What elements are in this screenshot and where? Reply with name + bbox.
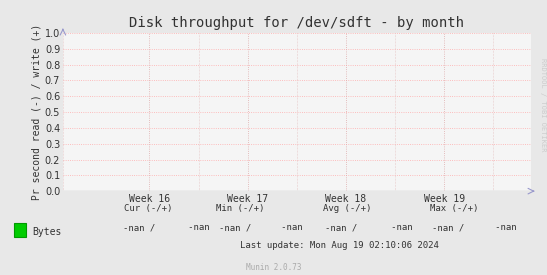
Text: Min (-/+): Min (-/+) bbox=[217, 204, 265, 213]
Text: -nan /: -nan / bbox=[432, 223, 464, 232]
Text: Cur (-/+): Cur (-/+) bbox=[124, 204, 172, 213]
Text: Munin 2.0.73: Munin 2.0.73 bbox=[246, 263, 301, 272]
Title: Disk throughput for /dev/sdft - by month: Disk throughput for /dev/sdft - by month bbox=[129, 16, 464, 31]
Text: -nan /: -nan / bbox=[219, 223, 251, 232]
Text: -nan /: -nan / bbox=[123, 223, 155, 232]
Text: -nan /: -nan / bbox=[325, 223, 358, 232]
Y-axis label: Pr second read (-) / write (+): Pr second read (-) / write (+) bbox=[32, 24, 42, 200]
Text: -nan: -nan bbox=[375, 223, 412, 232]
Text: -nan: -nan bbox=[265, 223, 303, 232]
Text: Avg (-/+): Avg (-/+) bbox=[323, 204, 371, 213]
Text: Max (-/+): Max (-/+) bbox=[430, 204, 478, 213]
Text: RRDTOOL / TOBI OETIKER: RRDTOOL / TOBI OETIKER bbox=[540, 58, 546, 151]
Text: Last update: Mon Aug 19 02:10:06 2024: Last update: Mon Aug 19 02:10:06 2024 bbox=[240, 241, 439, 250]
Text: -nan: -nan bbox=[172, 223, 210, 232]
Text: -nan: -nan bbox=[479, 223, 516, 232]
Text: Bytes: Bytes bbox=[32, 227, 62, 237]
